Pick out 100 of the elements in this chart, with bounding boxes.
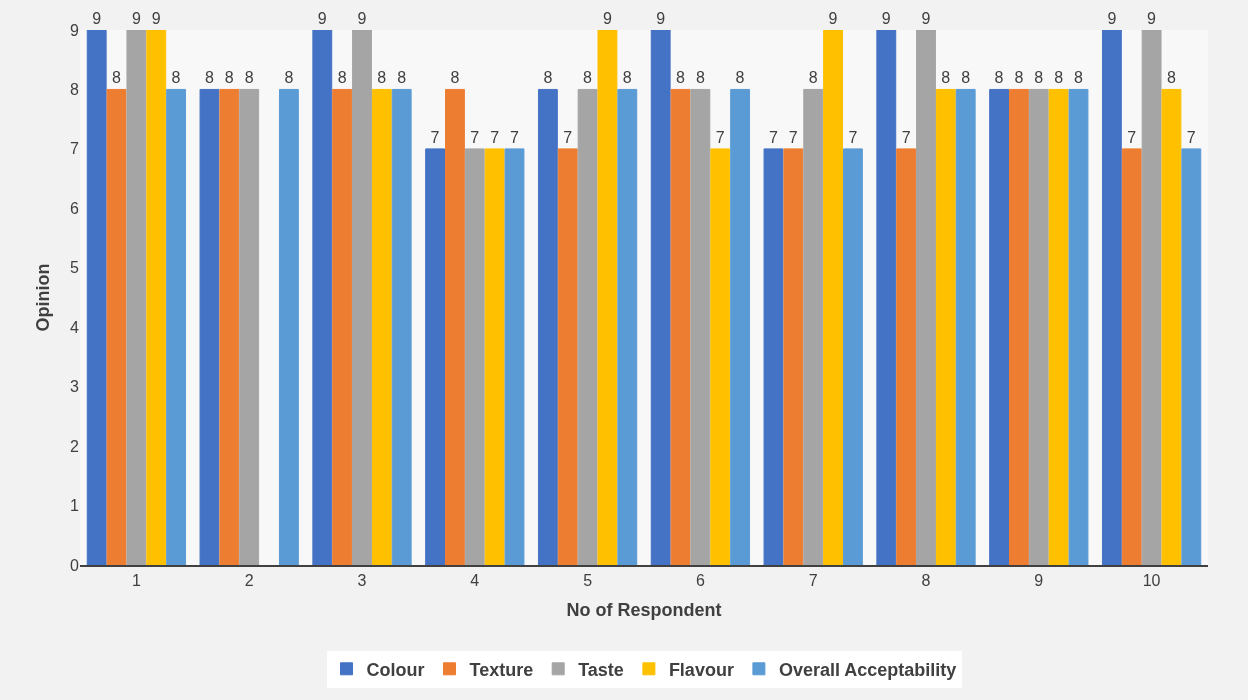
data-label: 8 (337, 69, 347, 87)
y-tick-label: 8 (70, 81, 80, 99)
data-label: 9 (602, 10, 612, 27)
y-tick-label: 9 (70, 21, 80, 39)
bar (896, 148, 917, 565)
bar (989, 88, 1010, 565)
x-axis-title: No of Respondent (566, 599, 722, 620)
bar (371, 88, 392, 565)
data-label: 8 (1166, 69, 1176, 87)
data-label: 9 (921, 10, 931, 27)
y-tick-label: 1 (70, 497, 80, 515)
bar (146, 30, 167, 565)
x-tick-label: 2 (244, 572, 254, 590)
data-label: 9 (92, 10, 102, 27)
bar (690, 88, 711, 565)
data-label: 8 (961, 69, 971, 87)
data-label: 9 (151, 10, 161, 27)
bar (1009, 88, 1029, 565)
data-label: 7 (490, 128, 500, 146)
data-label: 8 (224, 69, 234, 87)
bar (1141, 30, 1162, 565)
data-label: 8 (622, 69, 632, 87)
x-tick-label: 4 (470, 572, 480, 590)
y-tick-label: 3 (70, 378, 80, 396)
bar (783, 148, 804, 565)
data-label: 8 (676, 69, 686, 87)
bar (391, 88, 412, 565)
x-tick-label: 8 (921, 572, 931, 590)
x-tick-label: 10 (1142, 572, 1161, 590)
data-label: 7 (715, 128, 725, 146)
data-label: 9 (357, 10, 367, 27)
data-label: 9 (828, 10, 838, 27)
bar (219, 88, 240, 565)
data-label: 7 (563, 128, 573, 146)
bar (239, 88, 260, 565)
bar (935, 88, 956, 565)
x-tick-label: 3 (357, 572, 367, 590)
bar (312, 30, 333, 565)
bar (916, 30, 936, 565)
data-label: 8 (1034, 69, 1044, 87)
bar (86, 30, 107, 565)
bar (842, 148, 863, 565)
legend-label: Overall Acceptability (778, 659, 957, 680)
bar (464, 148, 485, 565)
y-tick-label: 6 (70, 199, 80, 217)
bar (876, 30, 897, 565)
data-label: 8 (112, 69, 122, 87)
data-label: 8 (583, 69, 593, 87)
bar (617, 88, 638, 565)
bar (352, 30, 372, 565)
y-tick-label: 7 (70, 140, 80, 158)
data-label: 7 (1186, 128, 1196, 146)
data-label: 8 (695, 69, 705, 87)
data-label: 8 (543, 69, 553, 87)
data-label: 8 (171, 69, 181, 87)
bar (670, 88, 691, 565)
data-label: 8 (244, 69, 254, 87)
data-label: 7 (768, 128, 778, 146)
x-tick-label: 9 (1034, 572, 1044, 590)
data-label: 8 (941, 69, 951, 87)
bar (278, 88, 299, 565)
bar (199, 88, 220, 565)
bar (1121, 148, 1142, 565)
data-label: 9 (131, 10, 141, 27)
bar (332, 88, 353, 565)
data-label: 7 (1127, 128, 1137, 146)
y-tick-label: 0 (70, 556, 80, 574)
legend-label: Colour (366, 659, 425, 680)
bar (1161, 88, 1182, 565)
data-label: 8 (450, 69, 460, 87)
data-label: 8 (1014, 69, 1024, 87)
bar (557, 148, 578, 565)
bar (1101, 30, 1122, 565)
data-label: 8 (204, 69, 214, 87)
bar (730, 88, 751, 565)
bar (504, 148, 525, 565)
bar (577, 88, 598, 565)
x-tick-label: 1 (131, 572, 141, 590)
bar (955, 88, 976, 565)
data-label: 9 (317, 10, 327, 27)
bar (650, 30, 671, 565)
x-tick-label: 5 (583, 572, 593, 590)
bar (445, 88, 465, 565)
bar (126, 30, 147, 565)
bar (106, 88, 127, 565)
bar (803, 88, 824, 565)
data-label: 7 (788, 128, 798, 146)
data-label: 8 (397, 69, 407, 87)
data-label: 9 (1107, 10, 1117, 27)
bar (1048, 88, 1069, 565)
data-label: 8 (377, 69, 387, 87)
y-tick-label: 2 (70, 437, 80, 455)
bar (166, 88, 187, 565)
bar (710, 148, 731, 565)
x-tick-label: 7 (808, 572, 818, 590)
bar (425, 148, 446, 565)
bar (597, 30, 618, 565)
data-label: 9 (1147, 10, 1157, 27)
bar (1181, 148, 1202, 565)
bar (1028, 88, 1049, 565)
